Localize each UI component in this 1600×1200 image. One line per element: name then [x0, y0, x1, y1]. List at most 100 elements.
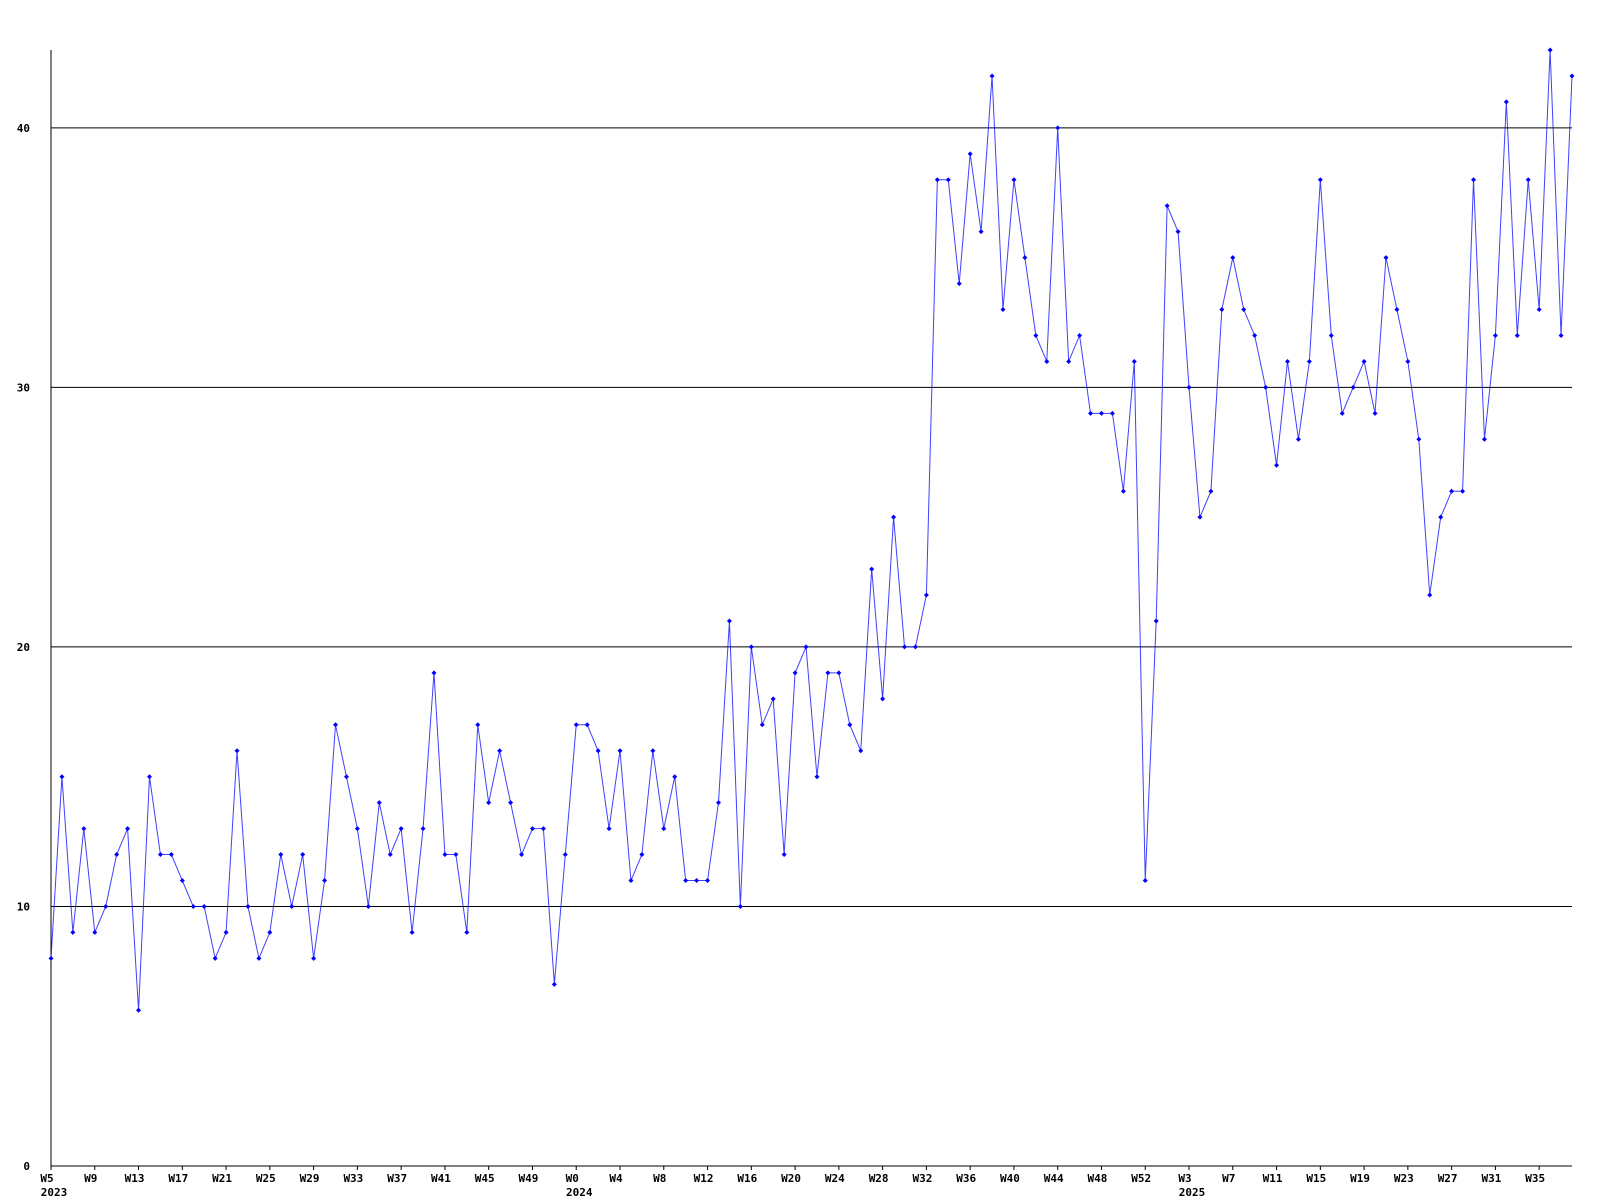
x-tick-label: W9: [84, 1172, 97, 1185]
data-point: [179, 878, 185, 884]
data-point: [551, 981, 557, 987]
x-tick-label: W20: [781, 1172, 801, 1185]
x-tick-label: W29: [300, 1172, 320, 1185]
data-point: [836, 670, 842, 676]
data-point: [442, 852, 448, 858]
x-tick-label: W15: [1306, 1172, 1326, 1185]
data-point: [1186, 384, 1192, 390]
data-point: [420, 826, 426, 832]
data-point: [1525, 177, 1531, 183]
data-point: [1569, 73, 1575, 79]
data-point: [573, 722, 579, 728]
x-tick-label: W40: [1000, 1172, 1020, 1185]
data-point: [1405, 358, 1411, 364]
data-point: [48, 955, 54, 961]
data-point: [365, 903, 371, 909]
data-point: [125, 826, 131, 832]
data-point: [715, 800, 721, 806]
data-point: [1011, 177, 1017, 183]
x-tick-label: W5: [40, 1172, 53, 1185]
data-point: [1142, 878, 1148, 884]
x-tick-label: W27: [1438, 1172, 1458, 1185]
x-tick-label: W13: [125, 1172, 145, 1185]
data-point: [289, 903, 295, 909]
data-point: [661, 826, 667, 832]
data-point: [869, 566, 875, 572]
data-point: [584, 722, 590, 728]
y-tick-label: 0: [23, 1160, 30, 1173]
data-point: [1164, 203, 1170, 209]
data-point: [114, 852, 120, 858]
data-point: [858, 748, 864, 754]
x-tick-label: W32: [912, 1172, 932, 1185]
data-point: [945, 177, 951, 183]
data-point: [923, 592, 929, 598]
x-tick-label: W21: [212, 1172, 232, 1185]
x-tick-label: W11: [1263, 1172, 1283, 1185]
data-point: [311, 955, 317, 961]
data-point: [300, 852, 306, 858]
data-point: [529, 826, 535, 832]
data-point: [1219, 307, 1225, 313]
data-point: [1055, 125, 1061, 131]
data-point: [628, 878, 634, 884]
data-point: [278, 852, 284, 858]
data-point: [792, 670, 798, 676]
data-point: [540, 826, 546, 832]
x-tick-label: W35: [1525, 1172, 1545, 1185]
data-point: [223, 929, 229, 935]
data-point: [136, 1007, 142, 1013]
data-point: [726, 618, 732, 624]
data-point: [322, 878, 328, 884]
data-point: [190, 903, 196, 909]
x-tick-label: W23: [1394, 1172, 1414, 1185]
x-tick-label: W24: [825, 1172, 845, 1185]
x-tick-label: W8: [653, 1172, 666, 1185]
data-point: [1514, 332, 1520, 338]
data-point: [1481, 436, 1487, 442]
data-point: [1394, 307, 1400, 313]
x-tick-label: W49: [519, 1172, 539, 1185]
data-point: [1153, 618, 1159, 624]
y-tick-label: 40: [17, 122, 30, 135]
data-point: [1361, 358, 1367, 364]
data-point: [1427, 592, 1433, 598]
data-point: [759, 722, 765, 728]
data-point: [92, 929, 98, 935]
data-point: [1328, 332, 1334, 338]
data-point: [650, 748, 656, 754]
data-point: [201, 903, 207, 909]
data-point: [343, 774, 349, 780]
x-tick-label: W16: [737, 1172, 757, 1185]
data-point: [1088, 410, 1094, 416]
data-point: [1252, 332, 1258, 338]
data-point: [748, 644, 754, 650]
data-point: [1460, 488, 1466, 494]
data-point: [497, 748, 503, 754]
series-line: [50, 49, 1573, 1011]
y-tick-label: 30: [17, 381, 30, 394]
x-year-label: 2023: [41, 1186, 68, 1199]
data-point: [825, 670, 831, 676]
data-point: [891, 514, 897, 520]
data-point: [705, 878, 711, 884]
data-point: [1536, 307, 1542, 313]
data-point: [1438, 514, 1444, 520]
data-point: [1383, 255, 1389, 261]
data-point: [737, 903, 743, 909]
data-point: [902, 644, 908, 650]
data-point: [1449, 488, 1455, 494]
data-point: [1471, 177, 1477, 183]
data-point: [234, 748, 240, 754]
data-point: [1306, 358, 1312, 364]
data-point: [212, 955, 218, 961]
data-point: [1263, 384, 1269, 390]
data-point: [1077, 332, 1083, 338]
data-point: [1000, 307, 1006, 313]
data-point: [683, 878, 689, 884]
data-point: [1558, 332, 1564, 338]
data-point: [103, 903, 109, 909]
y-tick-label: 10: [17, 900, 30, 913]
data-point: [595, 748, 601, 754]
